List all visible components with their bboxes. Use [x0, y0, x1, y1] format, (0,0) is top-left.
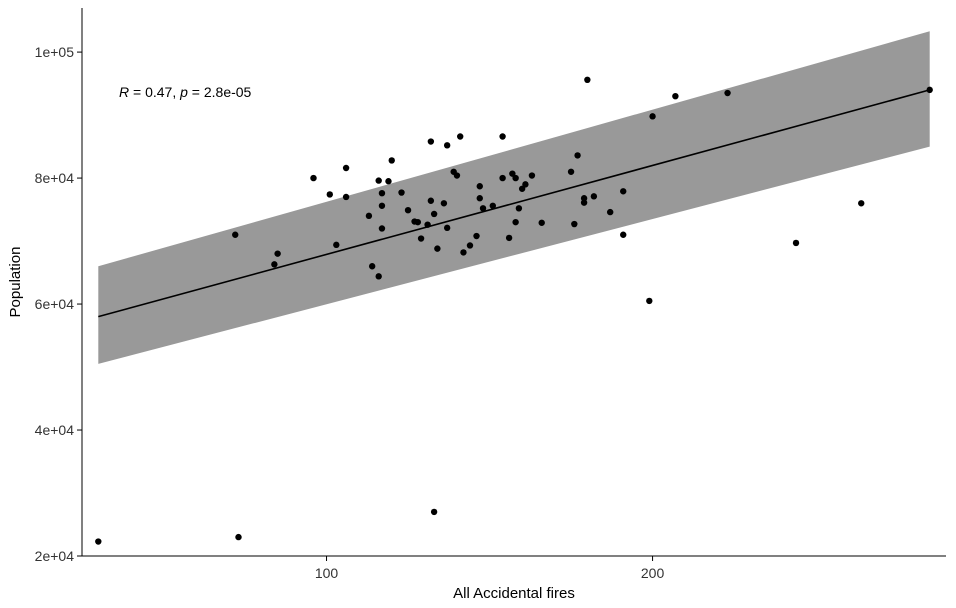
y-tick-label: 2e+04	[35, 548, 75, 564]
p-label: p	[179, 84, 188, 100]
data-point	[326, 191, 333, 198]
data-point	[457, 133, 464, 140]
data-point	[584, 76, 591, 84]
data-point	[443, 142, 451, 149]
data-point	[476, 195, 483, 202]
data-point	[792, 239, 800, 247]
data-point	[528, 172, 536, 179]
x-tick-label: 100	[315, 565, 339, 581]
y-tick-label: 6e+04	[35, 296, 75, 312]
data-point	[368, 263, 376, 270]
data-point	[580, 199, 588, 206]
data-point	[489, 202, 497, 209]
data-point	[342, 193, 350, 201]
data-point	[453, 172, 461, 179]
r-value: = 0.47,	[129, 84, 180, 100]
data-point	[515, 205, 523, 212]
data-point	[388, 157, 395, 164]
data-point	[235, 533, 242, 541]
data-point	[509, 170, 516, 177]
data-point	[606, 208, 614, 216]
x-tick-label: 200	[641, 565, 665, 581]
data-point	[95, 538, 102, 545]
y-tick-label: 4e+04	[35, 422, 75, 438]
data-point	[567, 168, 575, 175]
data-point	[430, 210, 438, 218]
r-label: R	[119, 84, 129, 100]
data-point	[466, 242, 474, 249]
y-axis-ticks: 2e+04 4e+04 6e+04 8e+04 1e+05	[35, 44, 82, 564]
data-point	[620, 188, 627, 195]
data-point	[417, 235, 425, 242]
regression-line	[98, 89, 930, 318]
data-point	[375, 273, 382, 280]
data-point	[378, 189, 386, 197]
data-point	[333, 241, 340, 249]
data-point	[646, 297, 653, 305]
data-point	[440, 200, 448, 207]
data-point	[518, 185, 526, 192]
data-point	[378, 202, 386, 209]
data-point	[342, 164, 350, 172]
data-point	[476, 183, 483, 190]
data-point	[574, 152, 581, 159]
data-point	[590, 193, 598, 200]
x-axis-title: All Accidental fires	[453, 585, 575, 602]
data-point	[505, 234, 513, 242]
data-point	[427, 138, 435, 145]
data-point	[926, 86, 933, 94]
data-point	[580, 195, 588, 202]
data-point	[672, 92, 679, 100]
data-point	[499, 133, 506, 140]
data-point	[398, 189, 405, 196]
data-point	[858, 200, 865, 207]
data-point	[404, 206, 412, 214]
correlation-annotation: R = 0.47, p = 2.8e-05	[119, 84, 252, 100]
data-point	[427, 197, 435, 204]
p-value: = 2.8e-05	[188, 84, 252, 100]
data-point	[443, 224, 451, 232]
y-tick-label: 8e+04	[35, 170, 75, 186]
data-point	[424, 221, 431, 228]
data-point	[522, 181, 529, 188]
data-point	[430, 508, 438, 516]
data-point	[375, 177, 382, 184]
data-point	[365, 212, 373, 220]
data-point	[499, 174, 506, 182]
data-point	[512, 218, 519, 226]
data-point	[620, 231, 627, 238]
x-axis-ticks: 100 200	[315, 556, 665, 581]
data-point	[538, 219, 545, 226]
data-point	[274, 250, 281, 257]
data-point	[414, 218, 422, 226]
data-point	[378, 225, 386, 232]
data-point	[473, 232, 480, 240]
data-point	[310, 174, 317, 182]
data-point	[460, 249, 467, 256]
data-point	[571, 220, 578, 228]
y-axis-title: Population	[7, 247, 24, 318]
data-point	[649, 113, 656, 120]
confidence-band	[98, 31, 930, 364]
data-point	[479, 205, 487, 212]
plot-area	[95, 31, 933, 545]
data-point	[232, 231, 239, 238]
data-point	[434, 245, 441, 252]
data-point	[512, 174, 519, 182]
data-point	[724, 89, 731, 97]
data-point	[271, 261, 278, 268]
y-tick-label: 1e+05	[35, 44, 75, 60]
data-point	[385, 178, 392, 185]
